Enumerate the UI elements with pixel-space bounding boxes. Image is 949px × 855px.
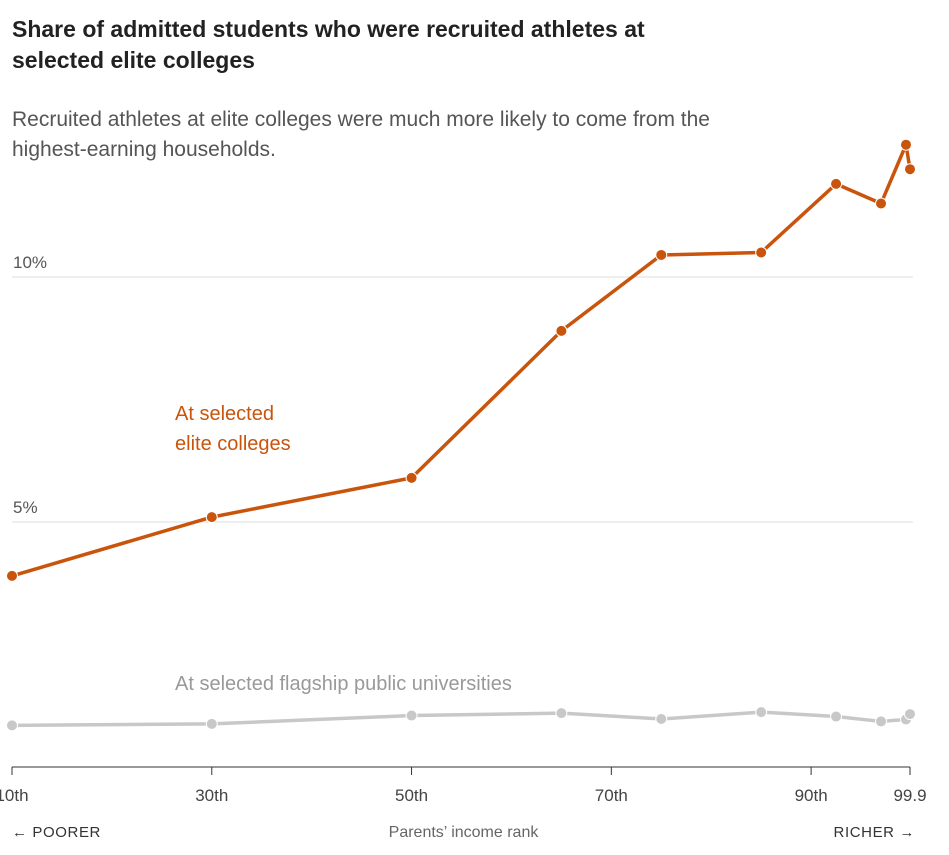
flagship-data-point	[830, 710, 843, 723]
x-tick-label: 50th	[395, 786, 428, 805]
flagship-data-point	[655, 712, 668, 725]
x-tick-label: 30th	[195, 786, 228, 805]
elite-data-point	[555, 324, 568, 337]
flagship-data-point	[555, 707, 568, 720]
flagship-universities-line	[10, 710, 912, 728]
poorer-label: ← POORER	[12, 824, 101, 841]
y-tick-label: 10%	[13, 253, 47, 272]
elite-data-point	[830, 177, 843, 190]
line-chart: 5% 10% 10th 30th 50th 70th 90th 99.9 At selected…	[0, 138, 927, 805]
x-tick-label: 10th	[0, 786, 29, 805]
elite-data-point	[904, 163, 916, 176]
flagship-data-point	[904, 708, 916, 721]
y-tick-label: 5%	[13, 498, 38, 517]
x-tick-label: 70th	[595, 786, 628, 805]
elite-colleges-line	[10, 142, 912, 578]
elite-series-label: At selected	[175, 403, 274, 425]
elite-data-point	[755, 246, 768, 259]
flagship-data-point	[405, 709, 418, 722]
x-tick-label: 99.9	[893, 786, 926, 805]
elite-data-point	[6, 569, 18, 582]
flagship-data-point	[6, 719, 18, 732]
x-tick-label: 90th	[795, 786, 828, 805]
flagship-data-point	[205, 717, 218, 730]
chart-title: Share of admitted students who were recr…	[12, 16, 645, 73]
richer-label: RICHER →	[833, 824, 915, 841]
flagship-series-label: At selected flagship public universities	[175, 673, 512, 695]
chart-subtitle: Recruited athletes at elite colleges wer…	[12, 108, 710, 161]
flagship-data-point	[755, 706, 768, 719]
elite-data-point	[405, 471, 418, 484]
flagship-data-point	[875, 715, 888, 728]
elite-data-point	[875, 197, 888, 210]
elite-data-point	[205, 511, 218, 524]
elite-data-point	[655, 248, 668, 261]
elite-data-point	[900, 138, 913, 151]
elite-series-label: elite colleges	[175, 433, 291, 455]
x-axis-title: Parents’ income rank	[388, 824, 539, 841]
